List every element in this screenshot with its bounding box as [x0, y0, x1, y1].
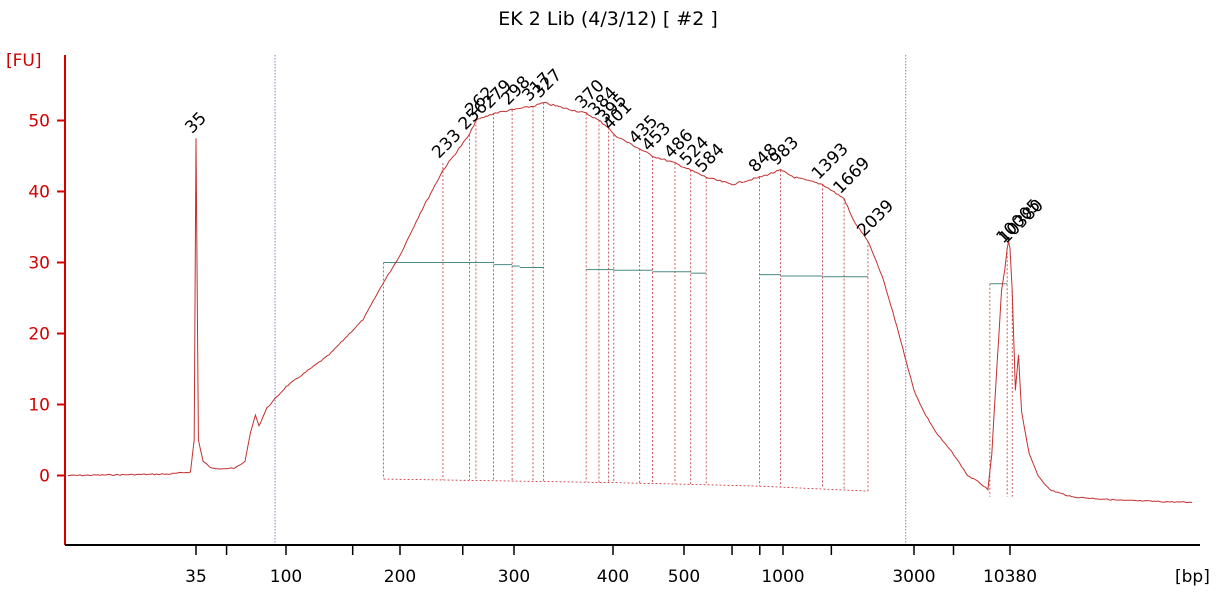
range-lines [274, 55, 907, 545]
x-axis-unit-label: [bp] [1175, 567, 1210, 587]
trace-line [68, 101, 1193, 503]
x-tick-label: 100 [270, 567, 302, 587]
axes: [FU] [bp] 0 10 20 30 40 50 35 100 200 300 400 500 1000… [6, 51, 1210, 587]
y-tick-label: 50 [28, 112, 50, 132]
y-tick-label: 10 [28, 396, 50, 416]
x-tick-label: 10380 [983, 567, 1037, 587]
peak-label: 233 [428, 126, 465, 163]
y-tick-label: 30 [28, 254, 50, 274]
x-tick-label: 300 [498, 567, 530, 587]
peak-label: 2039 [853, 196, 898, 241]
region-segments [383, 262, 1008, 285]
chart-title: EK 2 Lib (4/3/12) [ #2 ] [498, 8, 718, 30]
peak-label: 35 [181, 108, 210, 137]
peak-drop-lines [383, 102, 1013, 497]
x-tick-label: 400 [597, 567, 629, 587]
x-tick-label: 200 [384, 567, 416, 587]
y-tick-label: 20 [28, 325, 50, 345]
trace-layer [68, 101, 1193, 503]
x-tick-label: 3000 [892, 567, 935, 587]
y-tick-label: 40 [28, 183, 50, 203]
peak-baseline [383, 478, 868, 492]
x-tick-label: 1000 [761, 567, 804, 587]
y-tick-label: 0 [39, 467, 50, 487]
y-axis-unit-label: [FU] [6, 51, 42, 71]
x-tick-label: 35 [185, 567, 207, 587]
x-tick-label: 500 [668, 567, 700, 587]
